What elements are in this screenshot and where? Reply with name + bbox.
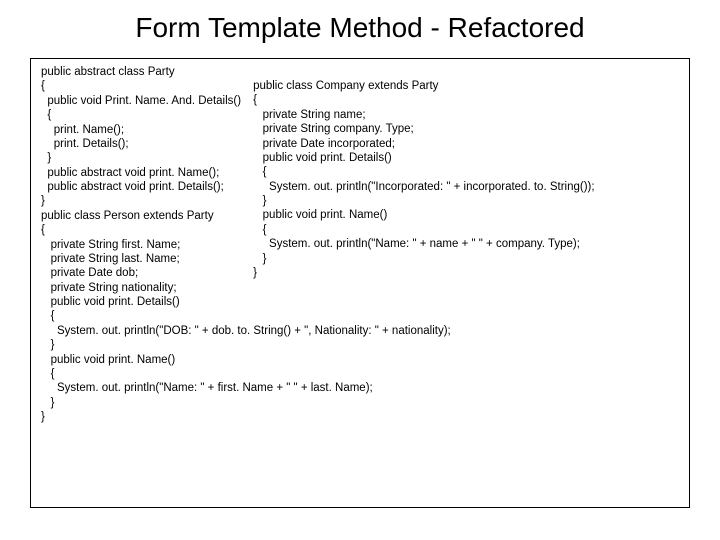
code-line: private Date dob; <box>41 266 241 280</box>
code-line: public void Print. Name. And. Details() <box>41 94 241 108</box>
code-line: public void print. Details() <box>41 295 679 309</box>
code-line: public void print. Name() <box>41 353 679 367</box>
code-line: private String last. Name; <box>41 252 241 266</box>
left-column: public abstract class Party { public voi… <box>41 65 241 281</box>
code-line: } <box>41 410 679 424</box>
code-line: { <box>253 165 679 179</box>
code-line: print. Details(); <box>41 137 241 151</box>
code-line: { <box>253 223 679 237</box>
code-line: public abstract void print. Name(); <box>41 166 241 180</box>
code-line: } <box>41 151 241 165</box>
code-line: } <box>41 194 241 208</box>
code-line: { <box>41 309 679 323</box>
code-line: private String name; <box>253 108 679 122</box>
code-line: } <box>253 194 679 208</box>
code-line: { <box>41 223 241 237</box>
code-line: System. out. println("DOB: " + dob. to. … <box>41 324 679 338</box>
code-line: private String first. Name; <box>41 238 241 252</box>
code-line: print. Name(); <box>41 123 241 137</box>
code-line: } <box>41 396 679 410</box>
code-line: System. out. println("Name: " + first. N… <box>41 381 679 395</box>
right-column: public class Company extends Party { pri… <box>253 65 679 281</box>
code-line: System. out. println("Incorporated: " + … <box>253 180 679 194</box>
code-line: public void print. Details() <box>253 151 679 165</box>
code-line: System. out. println("Name: " + name + "… <box>253 237 679 251</box>
code-line: { <box>41 108 241 122</box>
code-line: public abstract class Party <box>41 65 241 79</box>
code-line: { <box>41 79 241 93</box>
code-line: public class Person extends Party <box>41 209 241 223</box>
code-line: public abstract void print. Details(); <box>41 180 241 194</box>
code-line: private Date incorporated; <box>253 137 679 151</box>
code-container: public abstract class Party { public voi… <box>30 58 690 508</box>
slide-title: Form Template Method - Refactored <box>30 12 690 44</box>
code-line: { <box>41 367 679 381</box>
code-line: } <box>41 338 679 352</box>
code-line: } <box>253 266 679 280</box>
two-column-region: public abstract class Party { public voi… <box>41 65 679 281</box>
code-line: public void print. Name() <box>253 208 679 222</box>
bottom-region: private String nationality; public void … <box>41 281 679 425</box>
code-line: public class Company extends Party <box>253 79 679 93</box>
code-line: private String company. Type; <box>253 122 679 136</box>
code-line: } <box>253 252 679 266</box>
code-line: private String nationality; <box>41 281 679 295</box>
code-line: { <box>253 93 679 107</box>
